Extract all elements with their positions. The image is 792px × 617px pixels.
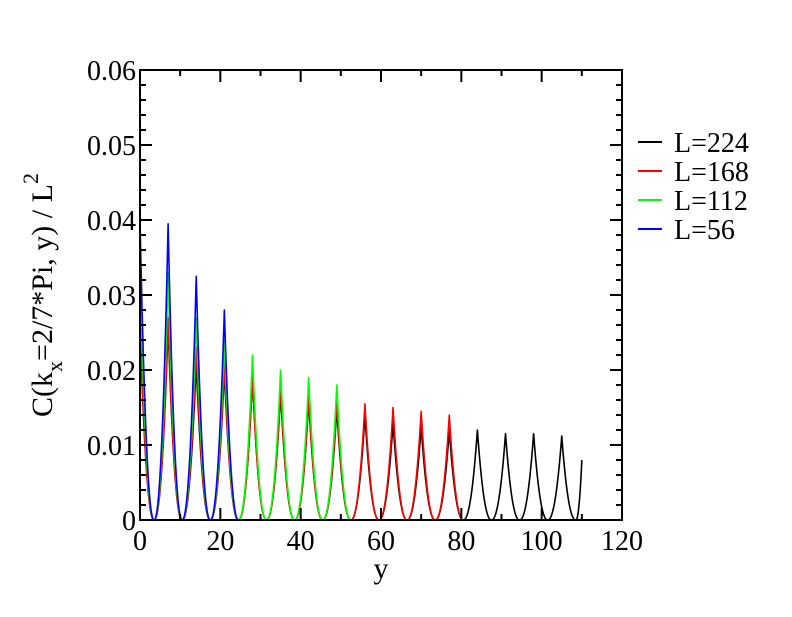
y-tick-label: 0	[122, 506, 136, 537]
x-tick-label: 60	[367, 526, 395, 557]
x-tick-label: 40	[287, 526, 315, 557]
x-axis-label: y	[374, 552, 389, 585]
y-axis-label-subscript: x	[42, 361, 67, 372]
x-tick-label: 0	[133, 526, 147, 557]
svg-text:C(kx=2/7*Pi, y) / L2: C(kx=2/7*Pi, y) / L2	[18, 173, 67, 417]
legend-label: L=56	[674, 215, 735, 246]
series-line-l-56	[139, 219, 254, 521]
legend-label: L=224	[674, 128, 749, 159]
tick-label-layer: 0 20 40 60 80 100 120 0 0.01 0.02 0.03 0.04 0.05 0.06	[87, 56, 643, 557]
series-line-l-112	[139, 271, 366, 521]
series-layer	[139, 219, 583, 521]
x-tick-label: 20	[206, 526, 234, 557]
y-axis-label-rest: =2/7*Pi, y) / L	[26, 184, 59, 361]
y-axis-label: C(kx=2/7*Pi, y) / L2	[18, 173, 67, 417]
x-tick-label: 120	[601, 526, 643, 557]
y-tick-label: 0.03	[87, 281, 136, 312]
y-tick-label: 0.06	[87, 56, 136, 87]
legend-label: L=168	[674, 157, 749, 188]
y-axis-label-main: C(k	[26, 372, 59, 417]
y-tick-label: 0.04	[87, 206, 136, 237]
tick-layer	[139, 69, 623, 521]
plot-frame	[139, 69, 623, 521]
legend-label: L=112	[674, 186, 748, 217]
y-tick-label: 0.01	[87, 431, 136, 462]
x-tick-label: 80	[447, 526, 475, 557]
y-axis-label-superscript: 2	[18, 173, 43, 184]
y-tick-label: 0.02	[87, 356, 136, 387]
x-tick-label: 100	[521, 526, 563, 557]
y-tick-label: 0.05	[87, 131, 136, 162]
series-line-l-224	[139, 324, 583, 521]
